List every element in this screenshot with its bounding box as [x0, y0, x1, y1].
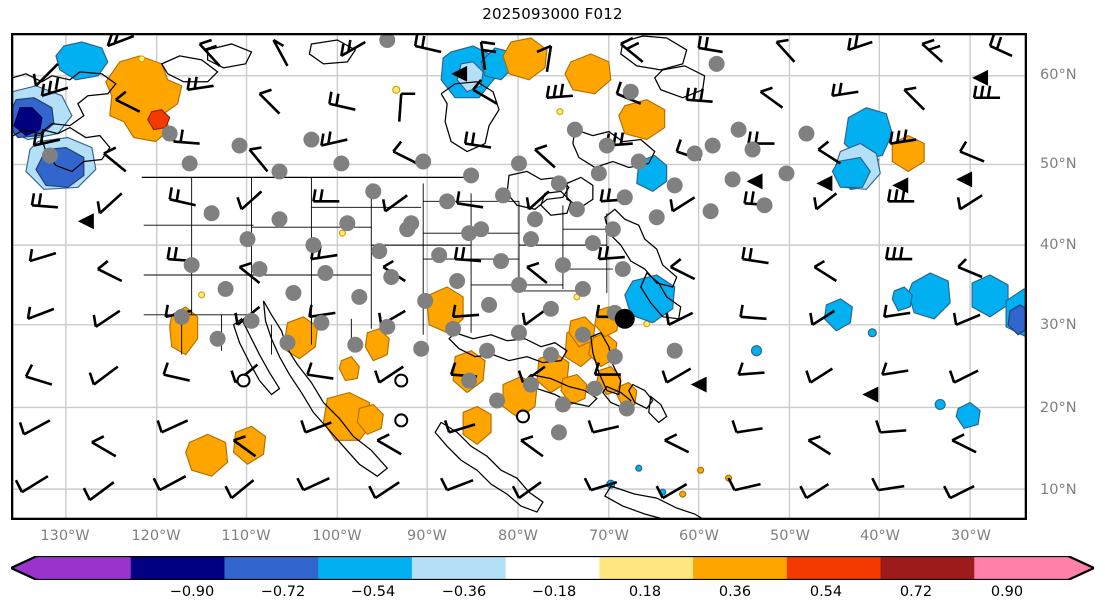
cb-tick-0.90: 0.90	[990, 584, 1024, 600]
lon-tick-80w: 80°W	[497, 528, 539, 544]
cb-tick--0.54: −0.54	[350, 584, 396, 600]
lon-tick-50w: 50°W	[769, 528, 811, 544]
map-plot-area[interactable]	[11, 33, 1027, 520]
lat-tick-10n: 10°N	[1040, 482, 1077, 498]
colorbar-under-arrow	[11, 556, 37, 580]
lon-tick-130w: 130°W	[40, 528, 90, 544]
lon-tick-100w: 100°W	[312, 528, 362, 544]
cb-tick--0.72: −0.72	[260, 584, 306, 600]
lon-tick-70w: 70°W	[588, 528, 630, 544]
colorbar-segment-6	[599, 556, 694, 580]
colorbar-segments	[11, 556, 1094, 580]
lon-tick-120w: 120°W	[131, 528, 181, 544]
map-frame	[12, 34, 1026, 519]
lat-tick-50n: 50°N	[1040, 156, 1077, 172]
page-title: 2025093000 F012	[482, 5, 623, 23]
cb-tick--0.36: −0.36	[441, 584, 487, 600]
lon-tick-60w: 60°W	[678, 528, 720, 544]
highlighted-station-marker	[614, 308, 635, 329]
lat-tick-20n: 20°N	[1040, 400, 1077, 416]
cb-tick-0.54: 0.54	[809, 584, 843, 600]
lat-tick-60n: 60°N	[1040, 67, 1077, 83]
colorbar-segment-5	[505, 556, 600, 580]
map-canvas	[12, 34, 1026, 519]
colorbar-segment-4	[411, 556, 507, 580]
lon-tick-110w: 110°W	[221, 528, 271, 544]
colorbar[interactable]	[11, 556, 1094, 580]
lat-tick-40n: 40°N	[1040, 237, 1077, 253]
lon-tick-40w: 40°W	[859, 528, 901, 544]
colorbar-segment-9	[880, 556, 975, 580]
colorbar-segment-10	[974, 556, 1069, 580]
cb-tick-0.36: 0.36	[718, 584, 752, 600]
lat-tick-30n: 30°N	[1040, 317, 1077, 333]
cb-tick--0.18: −0.18	[531, 584, 577, 600]
cb-tick--0.90: −0.90	[169, 584, 215, 600]
station-markers-open	[236, 373, 530, 428]
colorbar-segment-2	[224, 556, 319, 580]
lon-tick-30w: 30°W	[950, 528, 992, 544]
lon-tick-90w: 90°W	[406, 528, 448, 544]
colorbar-over-arrow	[1068, 556, 1094, 580]
station-markers	[41, 34, 815, 441]
colorbar-segment-8	[786, 556, 882, 580]
colorbar-segment-0	[37, 556, 132, 580]
cb-tick-0.72: 0.72	[899, 584, 933, 600]
colorbar-segment-7	[693, 556, 788, 580]
wind-barbs	[14, 34, 1013, 502]
colorbar-segment-3	[318, 556, 413, 580]
cb-tick-0.18: 0.18	[628, 584, 662, 600]
colorbar-segment-1	[130, 556, 225, 580]
